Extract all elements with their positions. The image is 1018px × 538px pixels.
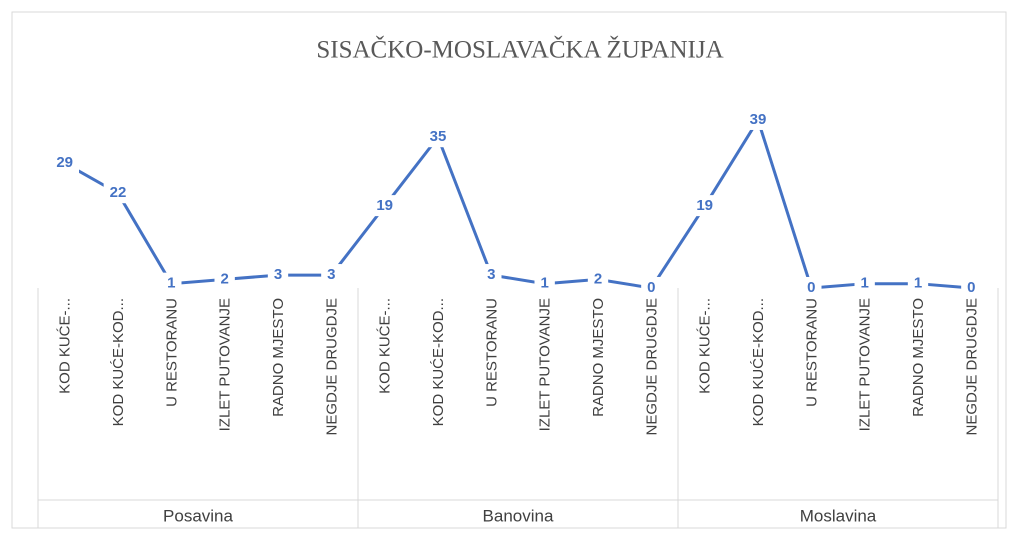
data-label: 3 [274, 266, 282, 283]
x-tick-label: KOD KUĆE-KOD... [430, 298, 447, 426]
data-label: 22 [110, 184, 127, 201]
data-label-bg [854, 272, 875, 294]
data-label-bg [370, 195, 400, 217]
x-tick-label: IZLET PUTOVANJE [857, 298, 874, 431]
data-label-bg [743, 108, 773, 130]
x-tick-label: NEGDJE DRUGDJE [323, 298, 340, 436]
data-label: 1 [860, 275, 868, 292]
data-label: 19 [376, 197, 393, 214]
data-label-bg [907, 272, 929, 294]
data-label-bg [50, 152, 80, 174]
x-tick-label: NEGDJE DRUGDJE [643, 298, 660, 436]
x-tick-label: IZLET PUTOVANJE [537, 298, 554, 431]
data-label: 35 [430, 128, 447, 145]
data-label-bg [481, 264, 502, 286]
data-label-bg [103, 182, 133, 204]
x-tick-label: NEGDJE DRUGDJE [963, 298, 980, 436]
data-label: 0 [967, 279, 975, 296]
data-label: 0 [647, 279, 655, 296]
data-label: 3 [487, 266, 495, 283]
data-label-bg [534, 272, 555, 294]
x-tick-label: KOD KUĆE-... [57, 298, 74, 394]
x-tick-label: RADNO MJESTO [270, 298, 287, 417]
data-label-bg [214, 268, 235, 290]
data-label: 0 [807, 279, 815, 296]
data-label: 39 [750, 111, 767, 128]
data-label-bg [161, 272, 182, 294]
chart-title: SISAČKO-MOSLAVAČKA ŽUPANIJA [316, 36, 723, 64]
x-tick-label: KOD KUĆE-KOD... [110, 298, 127, 426]
data-label-bg [961, 276, 982, 298]
data-label-bg [641, 276, 662, 298]
chart-frame [11, 11, 1007, 529]
data-label: 1 [167, 275, 175, 292]
x-tick-label: IZLET PUTOVANJE [217, 298, 234, 431]
data-label-bg [267, 264, 289, 286]
data-label: 3 [327, 266, 335, 283]
data-label-bg [423, 126, 453, 148]
x-tick-label: U RESTORANU [483, 298, 500, 407]
x-tick-label: KOD KUĆE-... [377, 298, 394, 394]
data-label: 29 [56, 154, 73, 171]
data-label-bg [690, 195, 720, 217]
x-tick-label: RADNO MJESTO [590, 298, 607, 417]
x-tick-label: KOD KUĆE-... [697, 298, 714, 394]
x-tick-label: KOD KUĆE-KOD... [750, 298, 767, 426]
data-label: 2 [594, 270, 602, 287]
data-label-bg [801, 276, 822, 298]
x-tick-label: U RESTORANU [803, 298, 820, 407]
data-label: 1 [540, 275, 548, 292]
group-label: Banovina [483, 506, 554, 525]
x-tick-label: RADNO MJESTO [910, 298, 927, 417]
group-label: Posavina [163, 506, 233, 525]
group-label: Moslavina [800, 506, 877, 525]
x-tick-label: U RESTORANU [163, 298, 180, 407]
data-label: 1 [914, 275, 922, 292]
data-label: 19 [696, 197, 713, 214]
data-label-bg [587, 268, 609, 290]
data-label-bg [321, 264, 342, 286]
data-label: 2 [220, 270, 228, 287]
